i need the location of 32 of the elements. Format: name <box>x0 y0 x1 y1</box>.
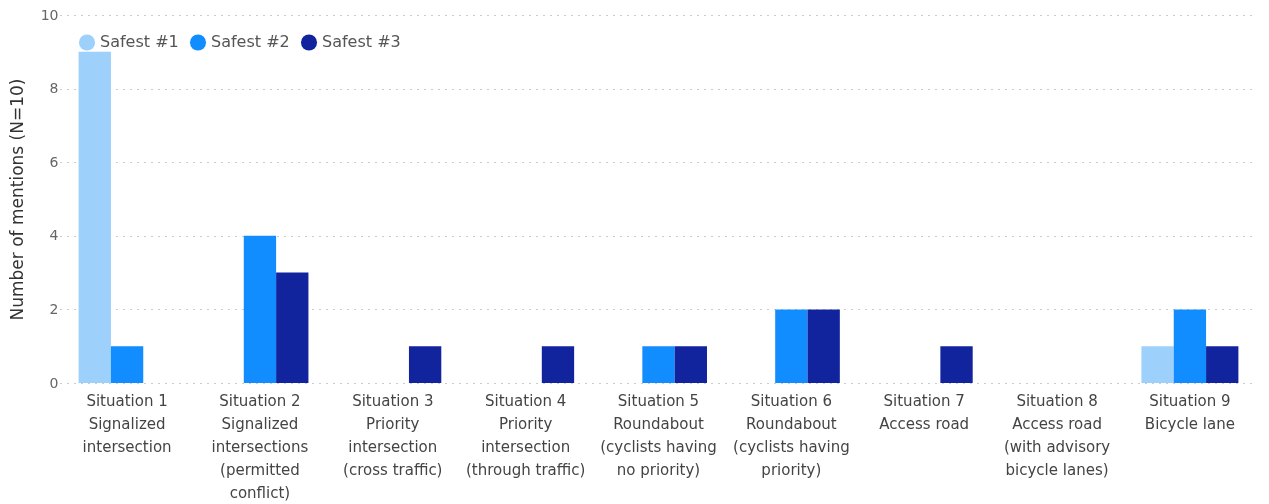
bar <box>276 272 309 383</box>
x-tick-label: Situation 5 Roundabout (cyclists having no priority) <box>600 391 717 479</box>
legend-label: Safest #2 <box>211 32 290 52</box>
x-tick-label: Situation 4 Priority intersection (through traffic) <box>465 391 586 479</box>
x-tick-label: Situation 8 Access road (with advisory bicycle lanes) <box>1003 391 1111 479</box>
bar <box>408 346 442 383</box>
legend-label: Safest #3 <box>322 32 401 52</box>
bar <box>110 346 144 383</box>
bar <box>1141 346 1174 383</box>
bar <box>775 309 808 383</box>
bar <box>541 346 575 383</box>
bar <box>243 235 277 383</box>
bar <box>1206 346 1239 383</box>
x-tick-label: Situation 6 Roundabout (cyclists having priority) <box>733 391 850 479</box>
x-tick-label: Situation 9 Bicycle lane <box>1144 391 1235 433</box>
x-tick-label: Situation 3 Priority intersection (cross traffic) <box>343 391 443 479</box>
bar <box>940 346 973 383</box>
legend-label: Safest #1 <box>100 32 179 52</box>
bar <box>674 346 707 383</box>
bar <box>642 346 675 383</box>
y-tick-label: 4 <box>49 227 59 244</box>
y-tick-label: 10 <box>40 6 59 23</box>
y-tick-label: 0 <box>49 374 59 391</box>
bar <box>1173 309 1207 383</box>
x-tick-label: Situation 7 Access road <box>879 391 970 433</box>
y-tick-label: 8 <box>49 80 59 97</box>
bar <box>807 309 840 383</box>
x-tick-label: Situation 1 Signalized intersection <box>82 391 172 456</box>
x-tick-label: Situation 2 Signalized intersections (permitted conflict) <box>211 391 309 502</box>
y-tick-label: 2 <box>49 300 59 317</box>
y-axis-title: Number of mentions (N=10) <box>6 78 27 321</box>
y-tick-label: 6 <box>49 153 59 170</box>
